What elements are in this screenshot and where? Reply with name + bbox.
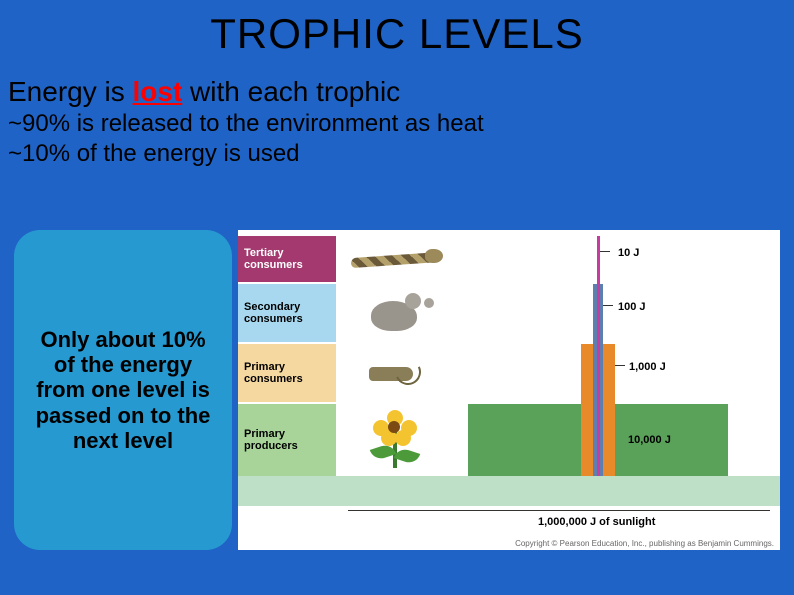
grasshopper-icon [336, 344, 456, 402]
callout-box: Only about 10% of the energy from one le… [14, 230, 232, 550]
value-tick [615, 365, 625, 366]
diagram-ground [238, 476, 780, 506]
trophic-label: Tertiaryconsumers [238, 236, 336, 282]
headline-suffix: with each trophic [182, 76, 400, 107]
trophic-label: Primaryconsumers [238, 344, 336, 402]
snake-icon [336, 236, 456, 282]
mouse-icon [336, 284, 456, 342]
copyright-text: Copyright © Pearson Education, Inc., pub… [515, 539, 774, 548]
trophic-row: Secondaryconsumers [238, 284, 780, 342]
value-tick [600, 251, 610, 252]
energy-value: 100 J [618, 301, 646, 313]
subline-1: ~90% is released to the environment as h… [0, 108, 794, 138]
subline-2: ~10% of the energy is used [0, 138, 794, 168]
trophic-row: Primaryconsumers [238, 344, 780, 402]
headline-lost: lost [133, 76, 183, 107]
headline-prefix: Energy is [8, 76, 133, 107]
slide-title: TROPHIC LEVELS [0, 0, 794, 58]
energy-value: 10,000 J [628, 434, 671, 446]
trophic-row: Tertiaryconsumers [238, 236, 780, 282]
trophic-label: Secondaryconsumers [238, 284, 336, 342]
callout-text: Only about 10% of the energy from one le… [28, 327, 218, 453]
sunlight-baseline [348, 510, 770, 511]
value-tick [603, 305, 613, 306]
energy-value: 10 J [618, 247, 639, 259]
content-row: Only about 10% of the energy from one le… [14, 230, 780, 550]
flower-icon [336, 404, 456, 476]
headline: Energy is lost with each trophic [0, 58, 794, 108]
energy-value: 1,000 J [629, 361, 666, 373]
sunlight-label: 1,000,000 J of sunlight [538, 516, 655, 528]
energy-bar [597, 236, 600, 476]
trophic-label: Primaryproducers [238, 404, 336, 476]
energy-pyramid-diagram: 1,000,000 J of sunlight Copyright © Pear… [238, 230, 780, 550]
